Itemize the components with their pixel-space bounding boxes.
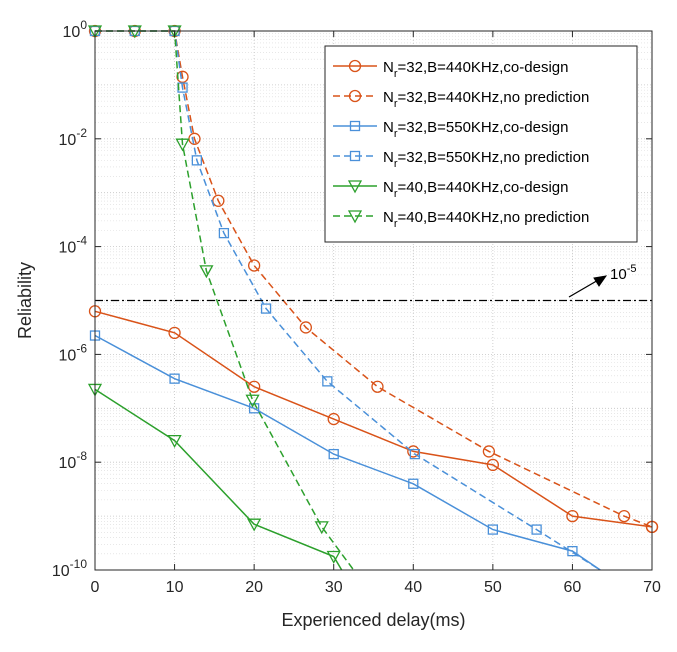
legend: Nr=32,B=440KHz,co-design Nr=32,B=440KHz,n…	[324, 45, 638, 243]
data-point	[212, 194, 225, 207]
series-line	[94, 388, 343, 571]
data-point	[247, 380, 261, 393]
data-point	[371, 380, 384, 393]
threshold-label: 10-5	[610, 263, 636, 283]
legend-label: Nr=40,B=440KHz,co-design	[383, 179, 568, 200]
data-point	[322, 376, 333, 387]
series-line	[94, 334, 601, 571]
data-point	[618, 509, 631, 523]
legend-marker	[347, 180, 363, 194]
x-tick-label: 10	[166, 579, 184, 596]
series-line	[94, 310, 653, 528]
data-point	[175, 138, 190, 152]
data-point	[326, 550, 341, 564]
legend-label: Nr=32,B=440KHz,co-design	[383, 59, 568, 80]
x-tick-label: 0	[91, 579, 100, 596]
data-point	[199, 265, 214, 279]
data-point	[191, 155, 203, 166]
x-tick-label: 40	[404, 579, 422, 596]
data-point	[567, 545, 578, 557]
series-5	[87, 383, 343, 571]
x-tick-label: 70	[643, 579, 661, 596]
x-tick-label: 20	[245, 579, 263, 596]
legend-marker	[349, 150, 361, 162]
series-6	[87, 25, 355, 571]
y-tick-label: 10-8	[59, 449, 88, 472]
data-point	[487, 524, 499, 535]
legend-entry-1: Nr=32,B=440KHz,co-design	[333, 59, 568, 80]
threshold-arrow	[568, 278, 601, 298]
data-point	[482, 445, 496, 458]
legend-box	[324, 45, 638, 243]
data-point	[409, 448, 421, 460]
legend-label: Nr=40,B=440KHz,no prediction	[383, 209, 589, 230]
legend-label: Nr=32,B=550KHz,co-design	[383, 119, 568, 140]
y-axis-label: Reliability	[15, 262, 35, 339]
data-point	[299, 321, 313, 334]
legend-entry-2: Nr=32,B=440KHz,no prediction	[333, 89, 589, 110]
data-point	[169, 373, 180, 384]
data-point	[168, 326, 181, 339]
y-tick-label: 10-10	[52, 557, 87, 580]
data-point	[327, 412, 340, 426]
legend-marker	[348, 89, 362, 103]
legend-marker	[348, 59, 362, 73]
data-point	[245, 394, 260, 408]
x-tick-label: 60	[564, 579, 582, 596]
axes: 0 10 20 30 40 50 60 70 100 10-2 10-4 10-6 10-8 10-10	[52, 18, 661, 596]
legend-entry-5: Nr=40,B=440KHz,co-design	[333, 179, 568, 200]
data-point	[176, 70, 189, 83]
x-tick-label: 50	[484, 579, 502, 596]
data-point	[167, 434, 182, 448]
data-point	[328, 448, 339, 460]
legend-label: Nr=32,B=550KHz,no prediction	[383, 149, 589, 170]
data-point	[486, 458, 500, 472]
y-tick-label: 100	[63, 18, 88, 41]
data-point	[314, 521, 329, 535]
x-tick-label: 30	[325, 579, 343, 596]
plot-frame	[94, 30, 653, 571]
data-point	[408, 478, 419, 489]
x-axis-label: Experienced delay(ms)	[281, 610, 465, 630]
data-point	[247, 518, 262, 532]
threshold-layer: 10-5	[95, 263, 652, 302]
legend-label: Nr=32,B=440KHz,no prediction	[383, 89, 589, 110]
data-point	[218, 227, 230, 239]
legend-entry-6: Nr=40,B=440KHz,no prediction	[333, 209, 589, 230]
threshold-arrow-head	[593, 275, 608, 287]
y-tick-label: 10-6	[59, 341, 88, 364]
y-tick-label: 10-4	[59, 234, 88, 257]
data-point	[247, 259, 261, 272]
legend-entry-3: Nr=32,B=550KHz,co-design	[333, 119, 568, 140]
data-point	[531, 524, 542, 535]
legend-marker	[347, 210, 363, 224]
legend-marker	[349, 120, 361, 132]
data-point	[566, 509, 579, 523]
y-tick-label: 10-2	[59, 126, 88, 149]
data-point	[260, 303, 272, 314]
legend-entry-4: Nr=32,B=550KHz,no prediction	[333, 149, 589, 170]
series-3	[89, 330, 601, 571]
